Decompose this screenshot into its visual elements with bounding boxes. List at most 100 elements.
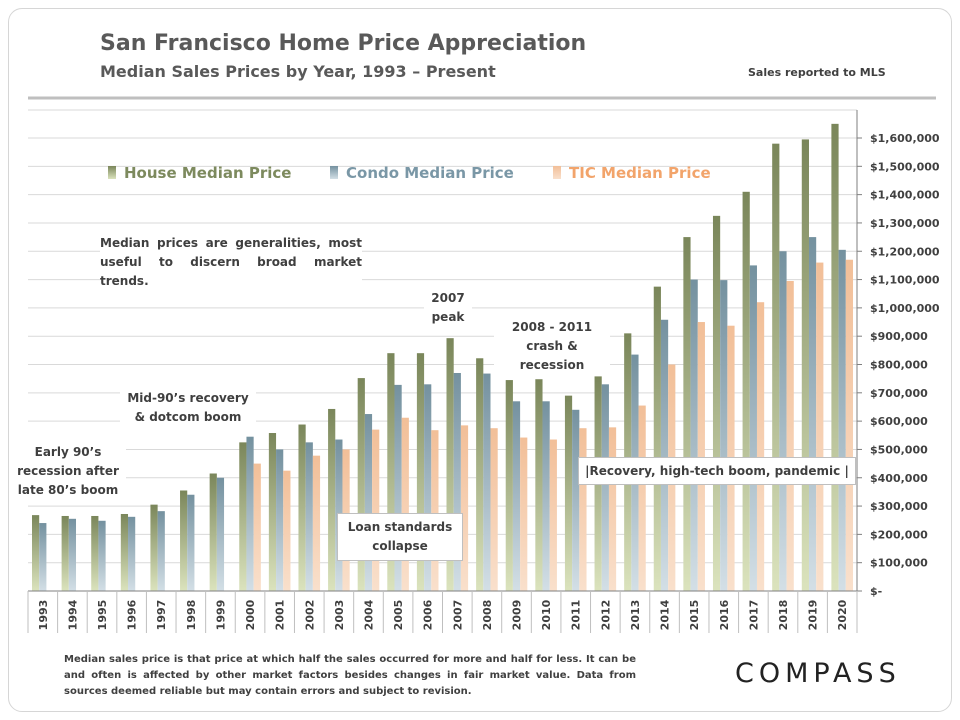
condo-bar: [660, 319, 669, 591]
x-tick-label: 2011: [570, 600, 583, 631]
y-tick-label: $-: [870, 585, 882, 598]
y-tick-label: $1,600,000: [870, 132, 940, 145]
condo-bar: [838, 249, 846, 591]
house-bar: [357, 378, 365, 591]
x-tick-label: 2018: [777, 600, 790, 631]
axes: $- $100,000 $200,000 $300,000 $400,000 $500,0…: [27, 110, 940, 633]
x-tick-label: 2019: [807, 600, 820, 631]
source-note: Sales reported to MLS: [748, 66, 886, 79]
peak-2007-note: 2007 peak: [424, 289, 472, 327]
y-tick-label: $700,000: [870, 387, 928, 400]
house-bar: [61, 515, 69, 591]
tic-bar: [520, 437, 528, 591]
tic-bar: [312, 455, 321, 591]
condo-bar: [453, 372, 461, 591]
x-tick-label: 1999: [214, 600, 227, 631]
tic-bar: [253, 463, 261, 591]
condo-bar: [749, 265, 757, 591]
house-bar: [387, 353, 395, 591]
condo-bar: [394, 384, 402, 591]
y-tick-label: $400,000: [870, 472, 928, 485]
tic-bar: [283, 470, 291, 591]
tic-bar: [756, 302, 765, 591]
house-bar: [209, 473, 217, 591]
condo-bar: [572, 409, 580, 591]
condo-bar: [424, 384, 432, 591]
house-bar: [653, 286, 661, 591]
tic-bar: [579, 428, 587, 591]
x-tick-label: 2005: [392, 600, 405, 631]
y-tick-label: $100,000: [870, 557, 928, 570]
tic-bar: [697, 322, 705, 591]
x-tick-label: 2007: [451, 600, 464, 631]
y-tick-label: $1,000,000: [870, 302, 940, 315]
house-bar: [535, 379, 543, 591]
house-bar: [268, 433, 277, 591]
condo-bar: [512, 401, 521, 591]
condo-bar: [364, 414, 373, 591]
tic-bar: [608, 427, 617, 591]
x-tick-label: 1993: [37, 600, 50, 631]
condo-bar: [808, 237, 817, 591]
y-tick-label: $1,400,000: [870, 189, 940, 202]
y-tick-label: $1,100,000: [870, 274, 940, 287]
x-tick-label: 2001: [274, 600, 287, 631]
y-tick-label: $300,000: [870, 500, 928, 513]
x-tick-label: 1995: [96, 600, 109, 631]
x-tick-label: 2003: [333, 600, 346, 631]
tic-bar: [431, 430, 439, 591]
x-tick-label: 2016: [718, 599, 731, 630]
tic-bar: [490, 428, 498, 591]
x-tick-label: 2015: [688, 600, 701, 631]
house-bar: [476, 358, 484, 591]
x-tick-label: 1998: [185, 600, 198, 631]
house-bar: [712, 215, 721, 591]
condo-bar: [305, 442, 313, 591]
house-bar: [150, 504, 158, 591]
y-tick-label: $1,500,000: [870, 160, 940, 173]
x-tick-label: 2000: [244, 599, 257, 630]
early90-note: Early 90’s recession after late 80’s boo…: [10, 442, 126, 501]
condo-bar: [128, 516, 136, 591]
house-bar: [831, 123, 839, 591]
x-tick-label: 1997: [155, 600, 168, 631]
recovery-note: |Recovery, high-tech boom, pandemic |: [578, 457, 856, 485]
condo-bar: [187, 494, 195, 591]
tic-bar: [845, 259, 853, 591]
x-tick-label: 1994: [66, 599, 79, 630]
x-tick-label: 2020: [836, 599, 849, 630]
compass-logo: COMPASS: [735, 658, 901, 689]
house-bar: [239, 442, 247, 591]
house-bar: [683, 237, 691, 591]
x-tick-label: 2004: [362, 599, 375, 630]
tic-bar: [638, 405, 646, 591]
house-bar: [91, 515, 99, 591]
x-tick-label: 2012: [599, 600, 612, 631]
x-tick-label: 2002: [303, 600, 316, 631]
loan-standards-note: Loan standards collapse: [337, 513, 463, 561]
mid90-note: Mid-90’s recovery & dotcom boom: [120, 389, 256, 427]
condo-bar: [601, 384, 609, 591]
y-tick-label: $900,000: [870, 330, 928, 343]
tic-bar: [372, 429, 380, 591]
y-tick-label: $200,000: [870, 528, 928, 541]
condo-bar: [276, 449, 284, 591]
house-bar: [32, 515, 40, 591]
condo-bar: [216, 477, 225, 591]
condo-bar: [542, 401, 550, 591]
tic-bar: [549, 439, 557, 591]
legend-swatch: [330, 166, 338, 179]
tic-bar: [460, 425, 469, 591]
crash-note: 2008 - 2011 crash & recession: [494, 318, 610, 375]
y-tick-label: $1,200,000: [870, 245, 940, 258]
condo-bar: [720, 280, 728, 591]
house-bar: [742, 191, 750, 591]
y-tick-label: $1,300,000: [870, 217, 940, 230]
x-tick-label: 2006: [422, 599, 435, 630]
chart-title: San Francisco Home Price Appreciation: [100, 31, 587, 56]
footnote: Median sales price is that price at whic…: [64, 654, 636, 697]
condo-bar: [690, 279, 698, 591]
tic-bar: [786, 280, 794, 591]
legend-swatch: [108, 166, 116, 179]
